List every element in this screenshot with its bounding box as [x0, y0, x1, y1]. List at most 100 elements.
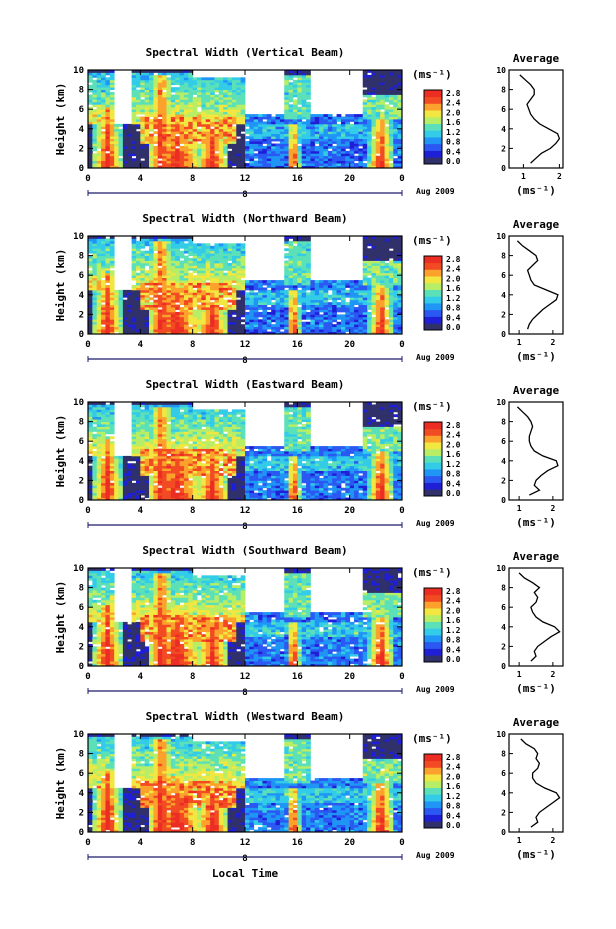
heatmap-cell: [279, 126, 285, 130]
heatmap-cell: [223, 143, 228, 147]
heatmap-cell: [380, 114, 385, 117]
heatmap-cell: [358, 314, 364, 318]
heatmap-cell: [88, 443, 93, 447]
heatmap-cell: [92, 475, 98, 479]
heatmap-cell: [105, 485, 111, 489]
heatmap-cell: [109, 314, 115, 318]
heatmap-cell: [175, 163, 180, 166]
heatmap-cell: [149, 101, 154, 105]
heatmap-cell: [310, 287, 316, 291]
heatmap-cell: [223, 145, 228, 149]
heatmap-cell: [227, 248, 233, 252]
heatmap-cell: [96, 404, 102, 408]
heatmap-cell: [201, 111, 207, 115]
heatmap-cell: [284, 289, 290, 293]
heatmap-cell: [336, 138, 342, 142]
heatmap-cell: [101, 70, 106, 73]
heatmap-cell: [301, 128, 307, 132]
heatmap-cell: [88, 77, 93, 81]
heatmap-cell: [253, 314, 259, 318]
heatmap-cell: [380, 133, 385, 137]
heatmap-cell: [96, 458, 102, 462]
heatmap-cell: [105, 299, 111, 303]
heatmap-cell: [367, 82, 372, 86]
heatmap-cell: [118, 307, 124, 310]
heatmap-cell: [122, 136, 128, 139]
heatmap-cell: [240, 106, 246, 110]
heatmap-cell: [288, 243, 294, 247]
heatmap-cell: [88, 424, 93, 427]
heatmap-cell: [105, 133, 111, 137]
heatmap-cell: [197, 119, 202, 122]
heatmap-cell: [166, 280, 172, 283]
heatmap-cell: [397, 104, 403, 108]
heatmap-cell: [384, 309, 390, 313]
heatmap-cell: [227, 163, 233, 166]
heatmap-cell: [388, 294, 394, 298]
heatmap-cell: [105, 446, 111, 449]
heatmap-cell: [149, 94, 154, 98]
heatmap-cell: [384, 89, 390, 93]
heatmap-cell: [140, 131, 146, 135]
heatmap-cell: [375, 92, 381, 95]
heatmap-cell: [188, 236, 194, 239]
heatmap-cell: [135, 138, 141, 142]
heatmap-cell: [157, 153, 163, 157]
heatmap-cell: [284, 87, 290, 90]
heatmap-cell: [284, 116, 290, 120]
heatmap-cell: [306, 299, 311, 303]
heatmap-cell: [140, 72, 146, 76]
heatmap-cell: [101, 165, 106, 169]
heatmap-cell: [240, 141, 246, 144]
heatmap-cell: [153, 158, 159, 162]
heatmap-cell: [284, 148, 290, 152]
heatmap-cell: [297, 282, 303, 286]
heatmap-cell: [388, 238, 394, 242]
heatmap-cell: [88, 416, 93, 420]
heatmap-cell: [227, 294, 233, 298]
heatmap-cell: [114, 487, 119, 491]
heatmap-cell: [105, 455, 111, 459]
heatmap-cell: [362, 94, 368, 98]
heatmap-cell: [149, 106, 154, 110]
heatmap-cell: [140, 277, 146, 281]
colorbar-tick-label: 0.0: [446, 157, 461, 166]
heatmap-cell: [92, 74, 98, 78]
heatmap-cell: [275, 326, 281, 330]
heatmap-cell: [266, 319, 272, 323]
heatmap-cell: [175, 243, 180, 247]
heatmap-cell: [375, 111, 381, 115]
heatmap-cell: [183, 262, 189, 266]
heatmap-cell: [301, 84, 307, 88]
heatmap-cell: [96, 106, 102, 110]
heatmap-cell: [144, 272, 150, 276]
heatmap-cell: [345, 289, 351, 293]
heatmap-cell: [388, 119, 394, 122]
heatmap-cell: [96, 448, 102, 452]
heatmap-cell: [144, 138, 150, 142]
heatmap-cell: [92, 148, 98, 152]
heatmap-cell: [92, 160, 98, 164]
heatmap-cell: [88, 446, 93, 449]
heatmap-cell: [153, 123, 159, 127]
heatmap-cell: [135, 277, 141, 281]
heatmap-cell: [109, 272, 115, 276]
heatmap-cell: [135, 262, 141, 266]
heatmap-cell: [157, 99, 163, 103]
heatmap-cell: [109, 428, 115, 432]
heatmap-cell: [131, 104, 137, 108]
heatmap-cell: [258, 314, 263, 318]
heatmap-cell: [375, 160, 381, 164]
heatmap-cell: [101, 240, 106, 244]
heatmap-cell: [345, 158, 351, 162]
heatmap-cell: [275, 304, 281, 308]
heatmap-cell: [262, 148, 268, 152]
heatmap-cell: [96, 473, 102, 476]
heatmap-cell: [166, 309, 172, 313]
heatmap-cell: [118, 475, 124, 479]
heatmap-cell: [118, 495, 124, 498]
heatmap-cell: [371, 155, 377, 159]
heatmap-cell: [166, 133, 172, 137]
heatmap-cell: [271, 280, 276, 283]
heatmap-cell: [131, 114, 137, 117]
